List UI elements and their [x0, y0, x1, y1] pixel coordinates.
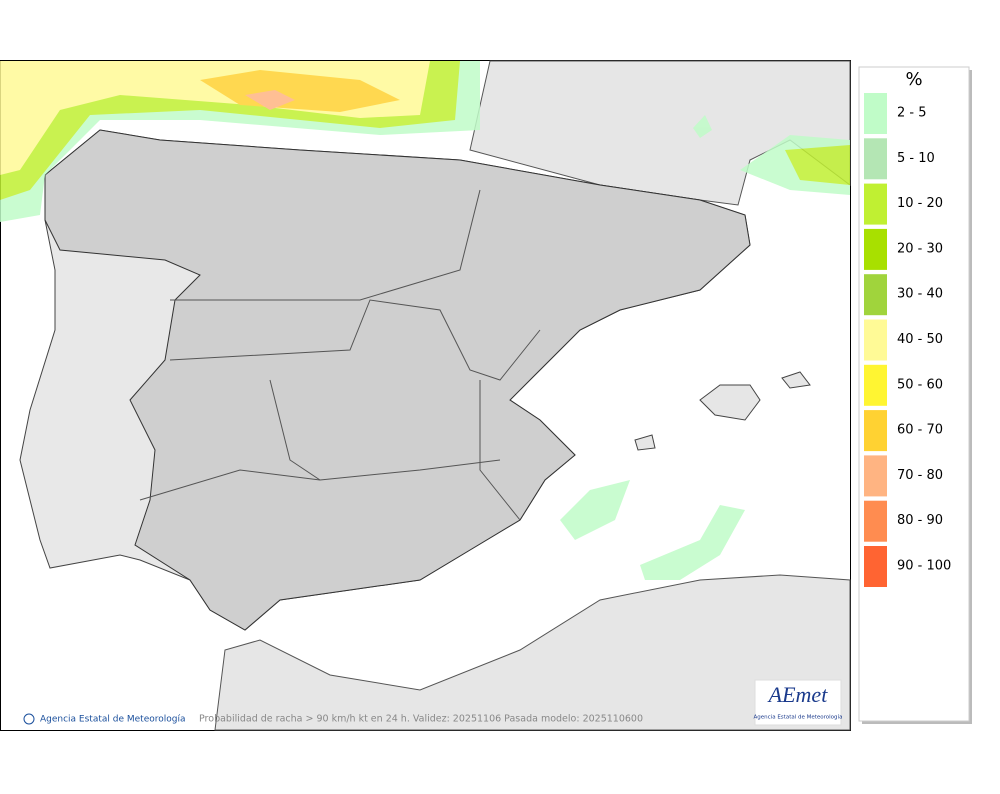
- mallorca: [699, 384, 761, 421]
- legend-label: 10 - 20: [897, 196, 943, 211]
- legend-swatch: [864, 410, 887, 452]
- legend-label: 5 - 10: [897, 151, 935, 166]
- legend-label: 2 - 5: [897, 106, 927, 121]
- legend-swatch: [864, 274, 887, 316]
- legend-label: 30 - 40: [897, 287, 943, 302]
- legend-title: %: [905, 69, 922, 90]
- legend-label: 80 - 90: [897, 513, 943, 528]
- caption: Probabilidad de racha > 90 km/h kt en 24…: [199, 714, 643, 725]
- legend-label: 50 - 60: [897, 377, 943, 392]
- legend-swatch: [864, 546, 887, 587]
- france: [469, 60, 851, 206]
- legend-swatch: [864, 319, 887, 361]
- legend-swatch: [864, 455, 887, 497]
- menorca: [781, 371, 811, 389]
- ibiza: [634, 434, 656, 451]
- credit: Agencia Estatal de Meteorología: [40, 715, 186, 725]
- map: Agencia Estatal de Meteorología Probabil…: [0, 60, 851, 731]
- legend-swatch: [864, 500, 887, 542]
- spain: [44, 129, 751, 631]
- legend: % 2 - 5 5 - 10 10 - 20 20 - 30 30 - 40 40 - 5…: [858, 66, 972, 724]
- logo-subtitle: Agencia Estatal de Meteorología: [754, 714, 843, 721]
- legend-label: 20 - 30: [897, 241, 943, 256]
- legend-swatch: [864, 364, 887, 406]
- legend-swatch: [864, 93, 887, 134]
- legend-label: 60 - 70: [897, 423, 943, 438]
- logo-name: AEmet: [767, 682, 829, 707]
- logo-box: [754, 679, 842, 726]
- probability-areas: [0, 61, 850, 580]
- legend-swatch: [864, 138, 887, 180]
- legend-swatch: [864, 183, 887, 225]
- legend-label: 70 - 80: [897, 468, 943, 483]
- legend-label: 40 - 50: [897, 332, 943, 347]
- legend-swatch: [864, 228, 887, 270]
- legend-label: 90 - 100: [897, 559, 951, 574]
- africa: [214, 574, 851, 731]
- copyright-icon: [23, 713, 35, 725]
- regions: [139, 189, 541, 521]
